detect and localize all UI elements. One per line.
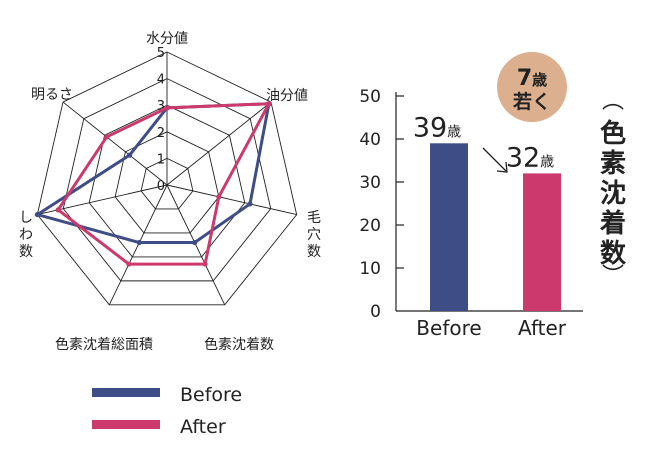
legend-label-after: After [180,416,226,438]
bar-before [430,143,468,311]
bar-ylabel-char: 素 [600,149,626,179]
radar-axis-label: 水分値 [146,31,188,47]
bar-y-tick-label: 0 [370,302,381,322]
legend: Before After [92,384,242,438]
radar-tick-label: 5 [157,46,165,61]
radar-axis-label: 油分値 [266,88,308,104]
bar-y-tick-label: 20 [359,216,381,236]
radar-tick-label: 0 [157,179,165,194]
radar-axis-label-text: わ [19,227,33,243]
legend-swatch-before [92,388,160,397]
bar-arrow-head [496,161,508,173]
radar-axis-label-text: 明るさ [31,87,73,103]
radar-axis-label-text: 数 [19,244,33,260]
radar-point-after [164,105,170,111]
radar-tick-label: 4 [157,73,165,88]
bar-category-label: Before [416,316,481,340]
badge-line2: 若く [513,90,551,113]
radar-point-before [126,152,133,158]
radar-ring-5 [36,51,298,306]
radar-spoke [108,184,168,306]
bar-ylabel-char: 着 [599,208,626,239]
badge-circle [497,52,567,122]
radar-tick-label: 3 [157,99,165,114]
bar-arrow [482,147,507,172]
bar-value-label: 32歳 [506,142,554,173]
radar-series-before [35,102,271,245]
radar-axis-label-text: 油分値 [266,88,308,104]
legend-swatch-after [92,420,160,429]
bar-value-label: 39歳 [413,112,461,143]
radar-axis-label-text: 色素沈着数 [204,336,274,353]
radar-axis-label: しわ数 [19,210,33,260]
radar-axis-label: 明るさ [31,87,73,103]
radar-spoke [166,184,297,216]
radar-spoke [62,101,168,186]
radar-point-before [136,239,142,246]
radar-point-after [216,194,222,200]
radar-point-after [104,134,110,140]
badge-line1: 7歳 [517,66,547,91]
radar-point-after [55,207,61,213]
bar-ylabel-char: 色 [600,118,626,149]
radar-axis-label-text: 水分値 [146,31,188,47]
bar-ylabel-char: 沈 [600,179,626,209]
bar-y-tick-label: 30 [359,173,381,193]
radar-spoke [166,184,226,306]
radar-spoke [166,101,272,186]
radar-axis-label-text: 毛 [307,210,321,226]
radar-axis-label-text: し [19,210,33,226]
radar-axis-label: 毛穴数 [307,210,321,260]
bar-y-tick-label: 10 [359,259,381,279]
radar-point-after [202,261,208,267]
radar-axis-label-text: 穴 [307,227,321,243]
legend-label-before: Before [180,384,242,406]
radar-point-after [126,261,132,267]
bar-y-tick-label: 50 [359,87,381,107]
radar-series-after [56,102,271,266]
bar-ylabel-char: 数 [600,239,627,269]
radar-axis-label-text: 数 [307,244,321,260]
radar-point-after [266,101,272,107]
bar-category-label: After [518,316,567,340]
bar-y-tick-label: 40 [359,130,381,150]
radar-ring-1 [140,157,194,210]
radar-point-before [247,201,253,207]
bar-after [523,173,561,311]
radar-point-before [192,239,198,246]
bar-ylabel-bracket-bottom: ︶ [602,264,624,289]
radar-axis-label-text: 色素沈着総面積 [55,336,153,353]
radar-axis-label: 色素沈着総面積 [55,336,153,353]
radar-axis-label: 色素沈着数 [204,336,274,353]
bar-ylabel-bracket-top: ︵ [602,89,624,114]
radar-tick-label: 1 [157,152,165,167]
radar-point-before [34,211,40,218]
radar-tick-label: 2 [157,126,165,141]
